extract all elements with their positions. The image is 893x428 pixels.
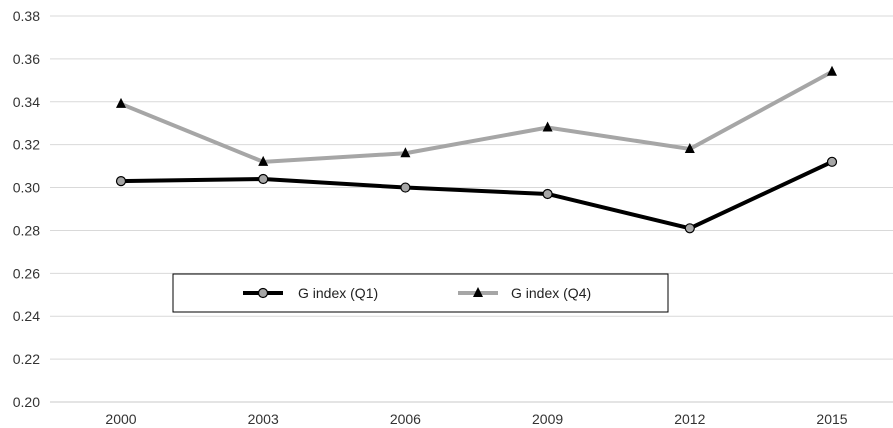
legend-marker-q1 [257,287,269,299]
series-line [120,160,833,231]
data-point [116,97,126,108]
data-point [400,147,411,158]
y-axis-ticks: 0.20 0.22 0.24 0.26 0.28 0.30 0.32 0.34 0.36 0.38 [13,8,40,410]
y-tick-label: 0.36 [13,51,40,67]
x-tick-label: 2009 [532,411,563,427]
data-point [684,223,695,234]
y-tick-label: 0.20 [13,394,40,410]
legend-label-q4: G index (Q4) [511,285,591,301]
series-layer [115,65,838,234]
legend: G index (Q1) G index (Q4) [172,273,669,313]
data-point [826,156,838,167]
x-tick-label: 2000 [105,411,136,427]
x-tick-label: 2012 [674,411,705,427]
series-q1 [115,156,838,234]
y-tick-label: 0.32 [13,137,40,153]
legend-label-q1: G index (Q1) [298,285,378,301]
data-point [827,65,837,76]
y-tick-label: 0.26 [13,265,40,281]
gridlines [50,15,893,403]
data-point [258,173,269,185]
y-tick-label: 0.34 [13,94,40,110]
x-tick-label: 2006 [390,411,421,427]
data-point [542,188,553,200]
y-tick-label: 0.24 [13,308,40,324]
x-tick-label: 2003 [248,411,279,427]
y-tick-label: 0.22 [13,351,40,367]
series-line [120,69,833,164]
series-q4 [116,65,837,166]
data-point [258,155,269,166]
data-point [115,176,127,187]
legend-marker-q4 [473,287,483,297]
y-tick-label: 0.30 [13,180,40,196]
x-axis-ticks: 2000 2003 2006 2009 2012 2015 [105,411,847,427]
data-point [542,121,553,132]
y-tick-label: 0.28 [13,222,40,238]
data-point [684,142,695,153]
y-tick-label: 0.38 [13,8,40,24]
x-tick-label: 2015 [816,411,847,427]
data-point [400,182,411,193]
